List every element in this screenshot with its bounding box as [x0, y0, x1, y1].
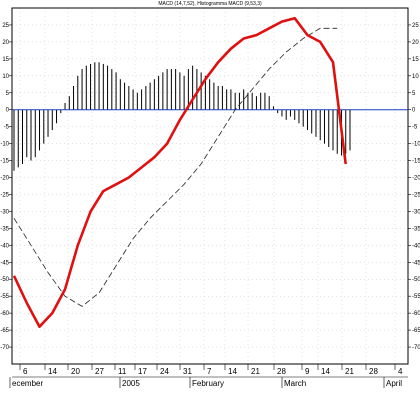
x-axis-month-labels: ecember 2005 February March April [12, 379, 402, 388]
x-tick-label: 14 [228, 367, 237, 376]
y-tick-label: 10 [2, 74, 9, 80]
y-tick-label: -25 [412, 192, 420, 198]
x-tick-label: 20 [71, 367, 80, 376]
histogram-series [13, 62, 351, 171]
y-tick-label: -50 [0, 277, 9, 283]
y-tick-label: -50 [412, 277, 420, 283]
x-tick-label: 4 [398, 367, 403, 376]
y-tick-label: 25 [2, 23, 9, 29]
x-tick-label: 17 [138, 367, 147, 376]
y-tick-label: -5 [412, 125, 418, 131]
y-tick-label: 10 [412, 74, 419, 80]
y-tick-label: -65 [0, 328, 9, 334]
y-tick-label: -60 [0, 311, 9, 317]
month-label: February [192, 379, 224, 388]
month-label: 2005 [122, 379, 140, 388]
x-tick-label: 21 [251, 367, 260, 376]
x-tick-label: 11 [118, 367, 127, 376]
y-axis-labels-right: 25 20 15 10 5 0 -5 -10 -15 -20 -25 -30 -35 -40 -45 -50 -… [412, 23, 420, 351]
y-tick-label: -15 [0, 159, 9, 165]
x-tick-label: 27 [95, 367, 104, 376]
x-tick-label: 24 [160, 367, 169, 376]
x-axis-date-labels: 6 14 20 27 11 17 24 31 7 14 21 28 9 14 21 28 4 [23, 367, 403, 376]
y-tick-label: -55 [0, 294, 9, 300]
y-tick-label: -55 [412, 294, 420, 300]
x-tick-label: 7 [207, 367, 212, 376]
x-tick-label: 31 [183, 367, 192, 376]
y-tick-label: -70 [0, 345, 9, 351]
x-tick-label: 28 [277, 367, 286, 376]
y-tick-label: -35 [0, 226, 9, 232]
y-axis-labels-left: 25 20 15 10 5 0 -5 -10 -15 -20 -25 -30 -35 -40 -45 -50 -… [0, 23, 9, 351]
y-tick-label: 20 [2, 40, 9, 46]
y-tick-label: -30 [0, 209, 9, 215]
y-tick-label: -70 [412, 345, 420, 351]
month-label: ecember [12, 379, 43, 388]
y-tick-label: -15 [412, 159, 420, 165]
y-tick-label: 0 [6, 108, 10, 114]
y-tick-label: 15 [2, 57, 9, 63]
y-tick-label: -35 [412, 226, 420, 232]
y-tick-label: 0 [412, 108, 416, 114]
y-tick-label: -65 [412, 328, 420, 334]
chart-title: MACD (14,7,52), Histogramma MACD (9,53,3… [158, 1, 262, 7]
month-label: April [386, 379, 402, 388]
y-tick-label: 15 [412, 57, 419, 63]
axis-ticks [9, 24, 411, 388]
grid-lines [12, 8, 408, 364]
x-tick-label: 14 [48, 367, 57, 376]
y-tick-label: -30 [412, 209, 420, 215]
y-tick-label: -40 [0, 243, 9, 249]
x-tick-label: 21 [345, 367, 354, 376]
y-tick-label: -10 [412, 142, 420, 148]
y-tick-label: -45 [0, 260, 9, 266]
y-tick-label: -60 [412, 311, 420, 317]
y-tick-label: 25 [412, 23, 419, 29]
macd-line [12, 16, 347, 328]
y-tick-label: 20 [412, 40, 419, 46]
y-tick-label: 5 [412, 91, 416, 97]
y-tick-label: -20 [0, 176, 9, 182]
x-tick-label: 14 [321, 367, 330, 376]
month-label: March [284, 379, 306, 388]
y-tick-label: -5 [4, 125, 10, 131]
signal-line [13, 27, 338, 307]
x-tick-label: 28 [369, 367, 378, 376]
plot-frame [11, 7, 409, 365]
y-tick-label: -40 [412, 243, 420, 249]
y-tick-label: 5 [6, 91, 10, 97]
y-tick-label: -10 [0, 142, 9, 148]
y-tick-label: -45 [412, 260, 420, 266]
y-tick-label: -20 [412, 176, 420, 182]
x-tick-label: 9 [305, 367, 310, 376]
x-tick-label: 6 [23, 367, 28, 376]
y-tick-label: -25 [0, 192, 9, 198]
